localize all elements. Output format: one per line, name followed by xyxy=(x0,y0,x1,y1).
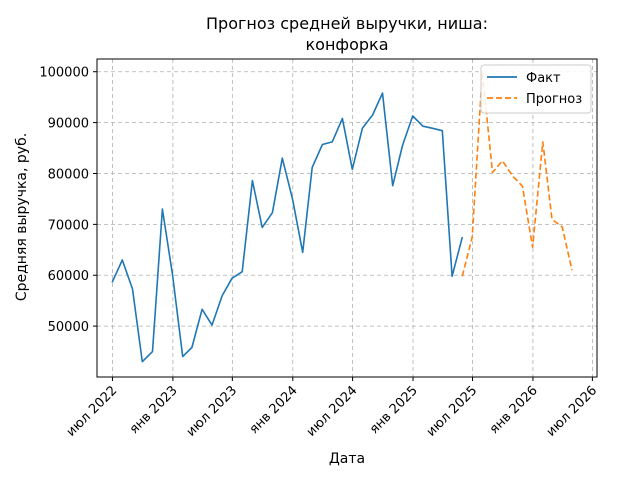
plot-frame xyxy=(96,58,598,378)
x-tick-label: янв 2026 xyxy=(487,383,541,437)
y-tick-label: 80000 xyxy=(48,167,89,182)
x-axis-ticks: июл 2022 янв 2023 июл 2023 янв 2024 июл 2024… xyxy=(64,377,600,440)
x-tick-label: янв 2025 xyxy=(367,383,421,437)
y-tick-label: 70000 xyxy=(48,218,89,233)
y-tick-label: 50000 xyxy=(48,320,89,335)
y-tick-label: 60000 xyxy=(48,269,89,284)
legend-label-forecast: Прогноз xyxy=(526,92,582,107)
chart-title-line-1: Прогноз средней выручки, ниша: xyxy=(206,14,488,33)
series-line-forecast xyxy=(461,70,573,277)
x-tick-label: янв 2024 xyxy=(247,383,301,437)
series-lines xyxy=(111,70,573,363)
series-line-fact xyxy=(111,92,464,363)
y-axis-ticks: 50000 60000 70000 80000 90000 100000 xyxy=(39,66,97,335)
x-tick-label: июл 2022 xyxy=(64,383,121,440)
x-tick-label: июл 2024 xyxy=(304,383,361,440)
y-tick-label: 100000 xyxy=(39,66,89,81)
x-tick-label: янв 2023 xyxy=(127,383,181,437)
legend: Факт Прогноз xyxy=(480,64,592,114)
x-tick-label: июл 2025 xyxy=(424,383,481,440)
x-axis-label: Дата xyxy=(329,451,365,467)
chart-title-line-2: конфорка xyxy=(305,35,388,54)
x-tick-label: июл 2023 xyxy=(184,383,241,440)
x-tick-label: июл 2026 xyxy=(544,383,601,440)
y-tick-label: 90000 xyxy=(48,117,89,132)
legend-label-fact: Факт xyxy=(526,71,561,86)
y-axis-label: Средняя выручка, руб. xyxy=(14,133,30,301)
